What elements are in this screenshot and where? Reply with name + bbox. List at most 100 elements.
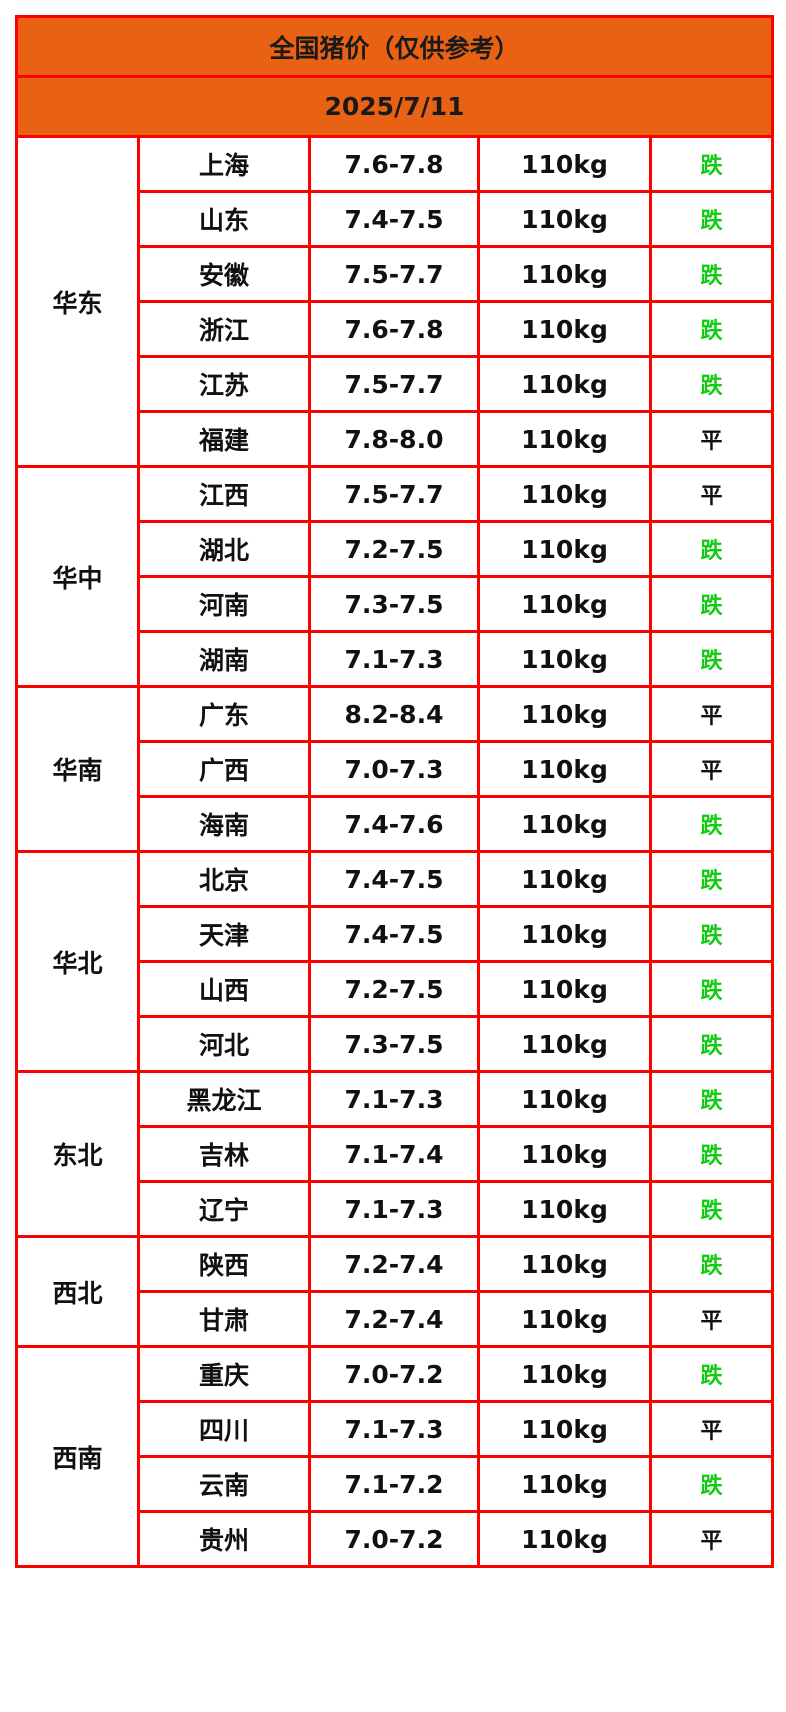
region-cell: 西南 [15, 1345, 140, 1568]
price-range-cell: 7.0-7.3 [308, 740, 480, 798]
price-range-cell: 7.4-7.5 [308, 190, 480, 248]
price-range-cell: 7.3-7.5 [308, 1015, 480, 1073]
price-range-cell: 7.1-7.3 [308, 630, 480, 688]
weight-cell: 110kg [477, 465, 652, 523]
price-range-cell: 7.1-7.3 [308, 1070, 480, 1128]
weight-cell: 110kg [477, 1345, 652, 1403]
trend-cell: 跌 [648, 190, 775, 248]
trend-cell: 跌 [648, 1455, 775, 1513]
province-cell: 云南 [137, 1455, 311, 1513]
table-row: 安徽 7.5-7.7 110kg 跌 [17, 245, 775, 303]
province-cell: 广西 [137, 740, 311, 798]
weight-cell: 110kg [477, 685, 652, 743]
trend-cell: 跌 [648, 575, 775, 633]
weight-cell: 110kg [477, 575, 652, 633]
province-cell: 湖南 [137, 630, 311, 688]
province-cell: 河北 [137, 1015, 311, 1073]
price-range-cell: 7.5-7.7 [308, 465, 480, 523]
price-range-cell: 7.3-7.5 [308, 575, 480, 633]
trend-cell: 平 [648, 685, 775, 743]
province-cell: 天津 [137, 905, 311, 963]
trend-cell: 跌 [648, 300, 775, 358]
table-row: 天津 7.4-7.5 110kg 跌 [17, 905, 775, 963]
table-title: 全国猪价（仅供参考） [14, 15, 775, 78]
trend-cell: 跌 [648, 630, 775, 688]
weight-cell: 110kg [477, 1510, 652, 1568]
province-cell: 江苏 [137, 355, 311, 413]
weight-cell: 110kg [477, 1400, 652, 1458]
price-range-cell: 7.2-7.4 [308, 1235, 480, 1293]
trend-cell: 跌 [648, 1180, 775, 1238]
region-cell: 华中 [15, 465, 140, 688]
weight-cell: 110kg [477, 905, 652, 963]
province-cell: 海南 [137, 795, 311, 853]
weight-cell: 110kg [477, 1125, 652, 1183]
region-cell: 华南 [15, 685, 140, 853]
weight-cell: 110kg [477, 1070, 652, 1128]
table-row: 辽宁 7.1-7.3 110kg 跌 [17, 1180, 775, 1238]
province-cell: 甘肃 [137, 1290, 311, 1348]
trend-cell: 跌 [648, 1125, 775, 1183]
weight-cell: 110kg [477, 1180, 652, 1238]
trend-cell: 平 [648, 1290, 775, 1348]
table-row: 山西 7.2-7.5 110kg 跌 [17, 960, 775, 1018]
price-range-cell: 7.4-7.6 [308, 795, 480, 853]
province-cell: 陕西 [137, 1235, 311, 1293]
trend-cell: 跌 [648, 1015, 775, 1073]
price-range-cell: 7.1-7.4 [308, 1125, 480, 1183]
weight-cell: 110kg [477, 960, 652, 1018]
price-range-cell: 7.2-7.5 [308, 520, 480, 578]
province-cell: 山西 [137, 960, 311, 1018]
table-row: 福建 7.8-8.0 110kg 平 [17, 410, 775, 468]
weight-cell: 110kg [477, 795, 652, 853]
weight-cell: 110kg [477, 850, 652, 908]
trend-cell: 跌 [648, 1235, 775, 1293]
price-range-cell: 7.6-7.8 [308, 300, 480, 358]
weight-cell: 110kg [477, 630, 652, 688]
table-row: 华北 北京 7.4-7.5 110kg 跌 [15, 850, 775, 1073]
weight-cell: 110kg [477, 1015, 652, 1073]
price-range-cell: 7.4-7.5 [308, 905, 480, 963]
price-range-cell: 7.1-7.2 [308, 1455, 480, 1513]
table-row: 江苏 7.5-7.7 110kg 跌 [17, 355, 775, 413]
table-row: 湖北 7.2-7.5 110kg 跌 [17, 520, 775, 578]
province-cell: 辽宁 [137, 1180, 311, 1238]
table-row: 华东 上海 7.6-7.8 110kg 跌 [15, 135, 775, 468]
price-range-cell: 7.2-7.5 [308, 960, 480, 1018]
weight-cell: 110kg [477, 1455, 652, 1513]
price-range-cell: 7.8-8.0 [308, 410, 480, 468]
province-cell: 江西 [137, 465, 311, 523]
table-row: 河南 7.3-7.5 110kg 跌 [17, 575, 775, 633]
price-range-cell: 7.0-7.2 [308, 1510, 480, 1568]
pig-price-table: 全国猪价（仅供参考） 2025/7/11 华东 上海 7.6-7.8 110kg 跌山东… [14, 15, 775, 1568]
price-range-cell: 7.0-7.2 [308, 1345, 480, 1403]
table-row: 甘肃 7.2-7.4 110kg 平 [17, 1290, 775, 1348]
province-cell: 山东 [137, 190, 311, 248]
weight-cell: 110kg [477, 1235, 652, 1293]
table-date: 2025/7/11 [14, 75, 775, 138]
table-row: 云南 7.1-7.2 110kg 跌 [17, 1455, 775, 1513]
province-cell: 广东 [137, 685, 311, 743]
price-range-cell: 7.6-7.8 [308, 135, 480, 193]
trend-cell: 平 [648, 465, 775, 523]
province-cell: 四川 [137, 1400, 311, 1458]
trend-cell: 平 [648, 740, 775, 798]
table-row: 西南 重庆 7.0-7.2 110kg 跌 [15, 1345, 775, 1568]
table-row: 华南 广东 8.2-8.4 110kg 平 [15, 685, 775, 853]
trend-cell: 平 [648, 1400, 775, 1458]
trend-cell: 跌 [648, 135, 775, 193]
trend-cell: 跌 [648, 960, 775, 1018]
table-row: 东北 黑龙江 7.1-7.3 110kg 跌 [15, 1070, 775, 1238]
province-cell: 浙江 [137, 300, 311, 358]
trend-cell: 跌 [648, 1070, 775, 1128]
price-range-cell: 7.2-7.4 [308, 1290, 480, 1348]
price-range-cell: 7.5-7.7 [308, 355, 480, 413]
weight-cell: 110kg [477, 190, 652, 248]
trend-cell: 跌 [648, 905, 775, 963]
province-cell: 上海 [137, 135, 311, 193]
table-row: 吉林 7.1-7.4 110kg 跌 [17, 1125, 775, 1183]
price-range-cell: 7.4-7.5 [308, 850, 480, 908]
table-row: 四川 7.1-7.3 110kg 平 [17, 1400, 775, 1458]
weight-cell: 110kg [477, 300, 652, 358]
trend-cell: 平 [648, 1510, 775, 1568]
